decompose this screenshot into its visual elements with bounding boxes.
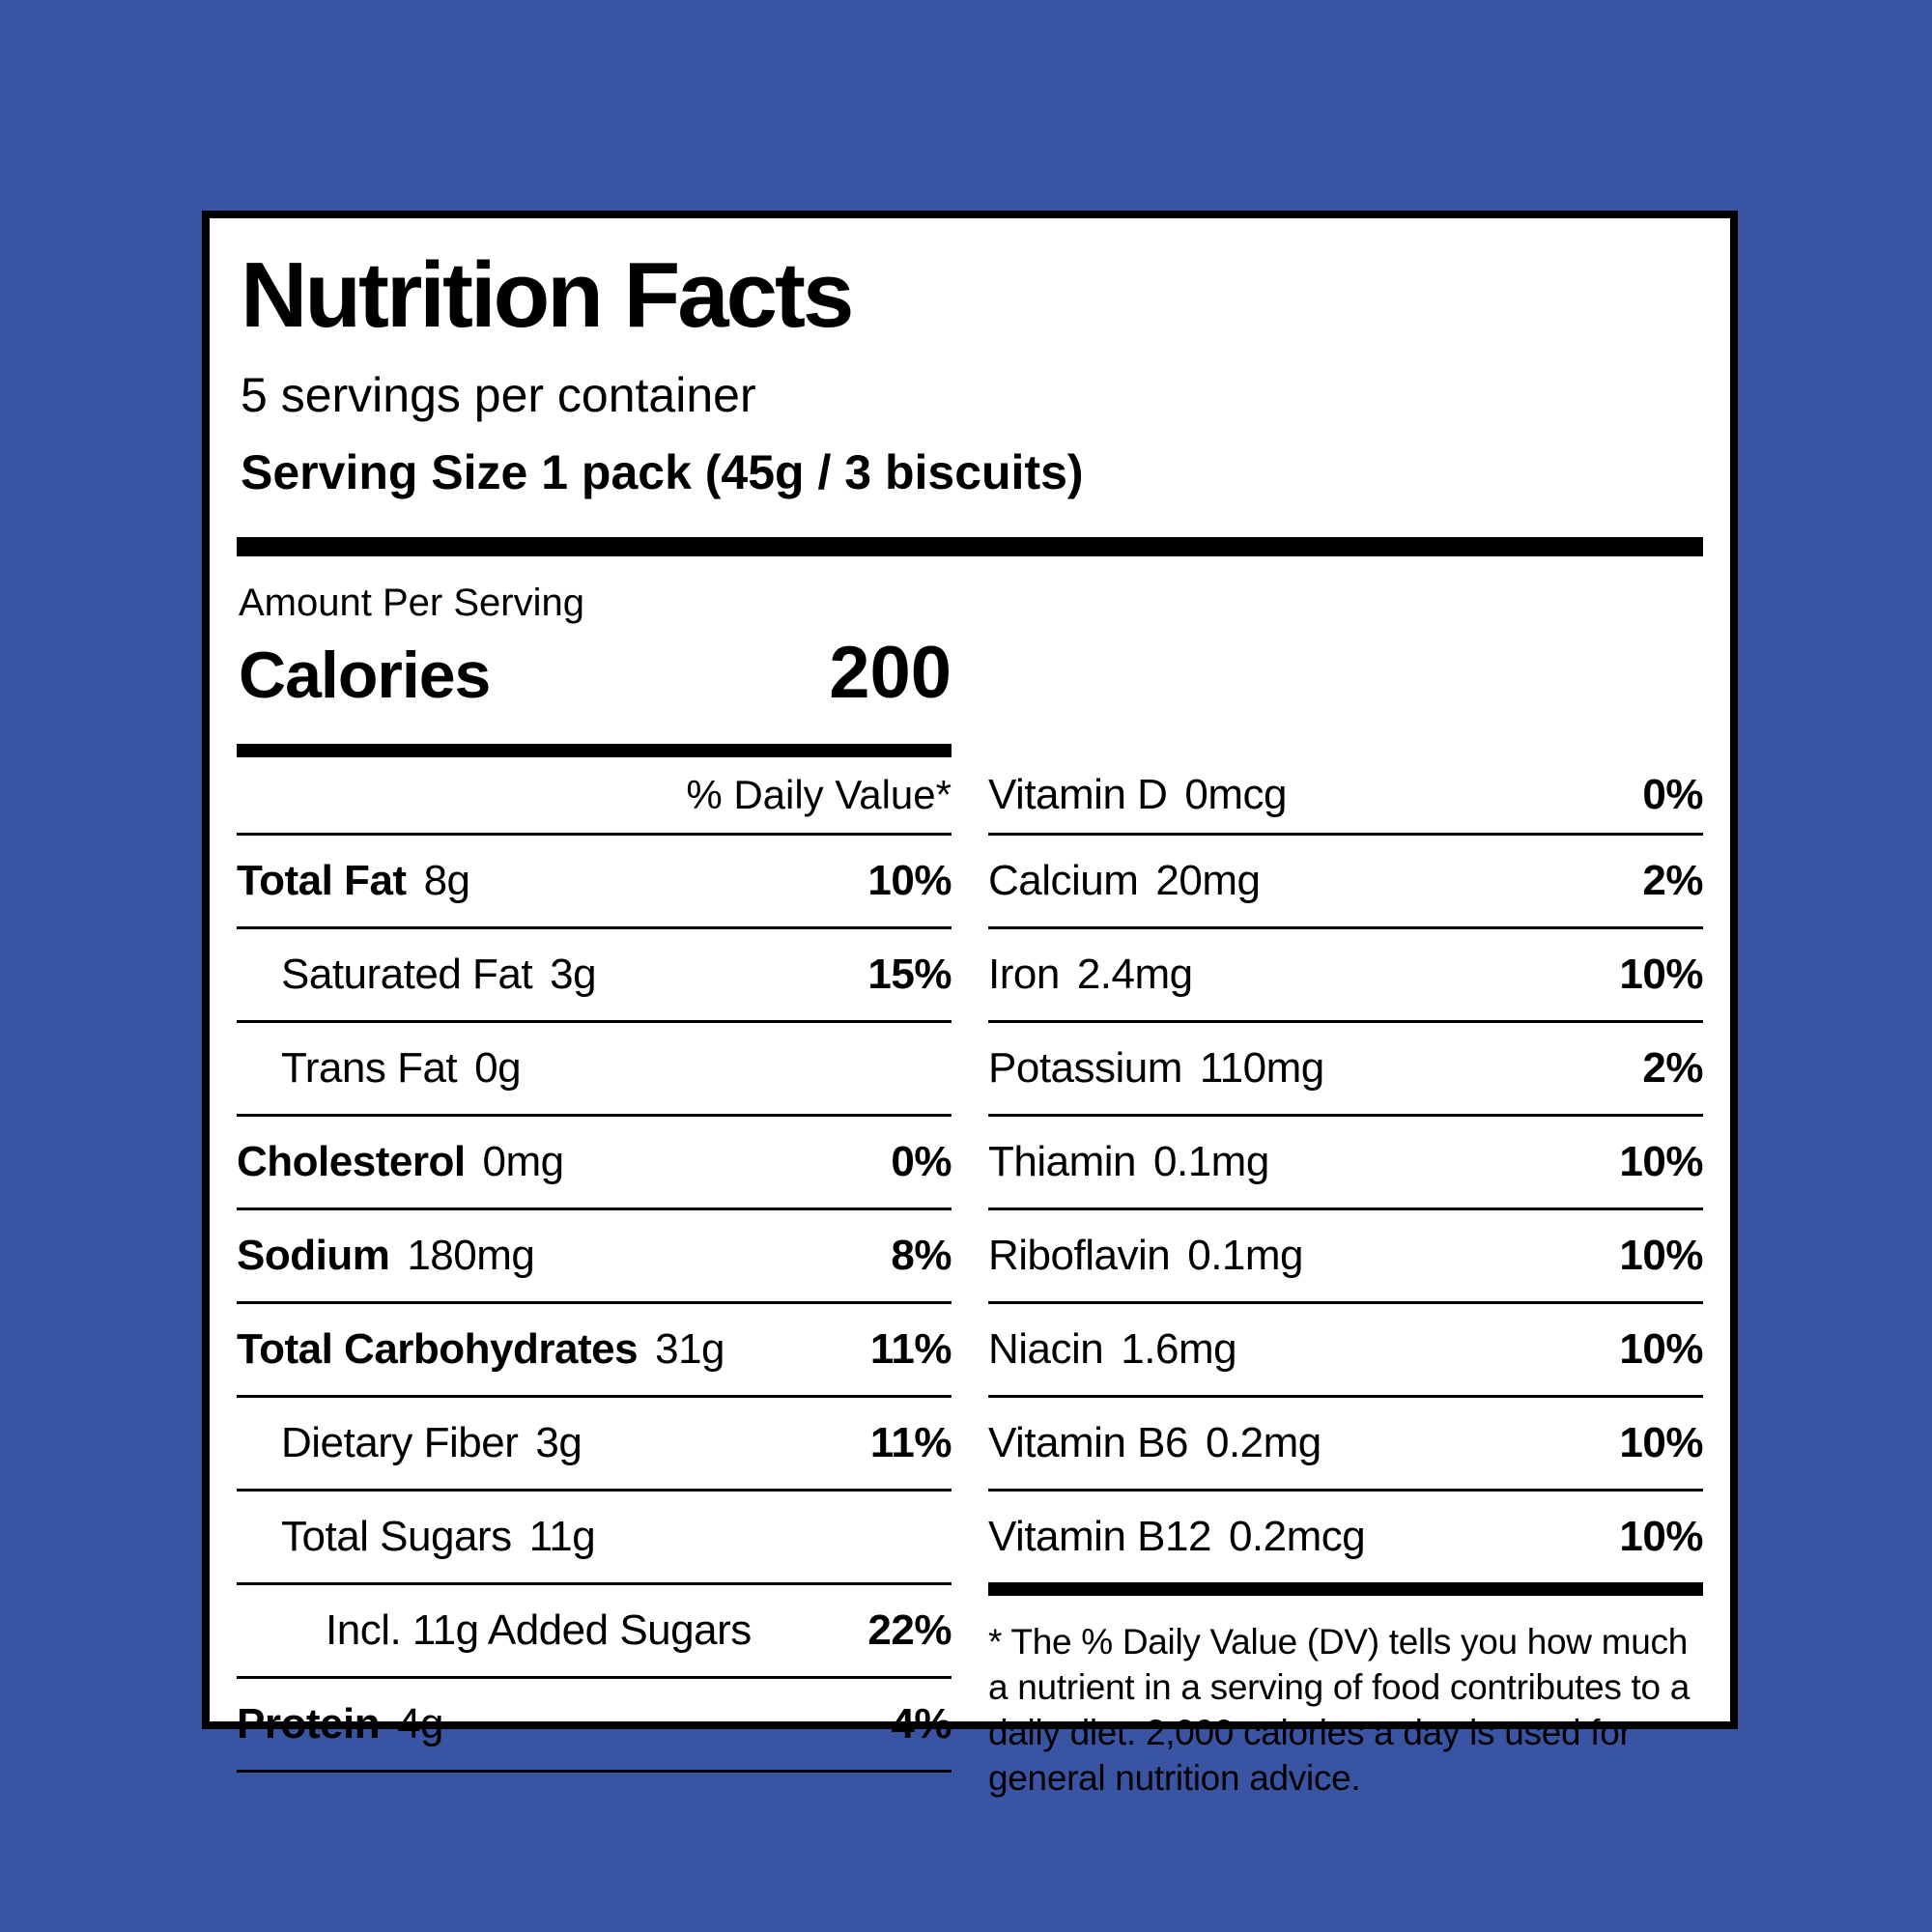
calories-section: Amount Per Serving Calories 200	[237, 582, 952, 757]
nutrients-column-right: Vitamin D 0mcg 0% Calcium 20mg 2% Iron	[988, 757, 1703, 1801]
nutrient-label: Vitamin B6	[988, 1419, 1188, 1466]
nutrient-row-potassium: Potassium 110mg 2%	[988, 1023, 1703, 1117]
nutrient-percent: 2%	[1642, 857, 1703, 904]
nutrient-label: Calcium	[988, 857, 1139, 904]
nutrient-value: 11g	[528, 1513, 596, 1560]
nutrient-row-protein: Protein 4g 4%	[237, 1679, 952, 1773]
nutrient-value: 1.6mg	[1121, 1325, 1237, 1373]
nutrient-percent: 10%	[1619, 1138, 1703, 1185]
nutrient-percent: 4%	[891, 1700, 952, 1747]
nutrient-label: Sodium	[237, 1232, 390, 1279]
nutrient-row-thiamin: Thiamin 0.1mg 10%	[988, 1117, 1703, 1210]
nutrient-row-added-sugars: Incl. 11g Added Sugars 22%	[237, 1585, 952, 1679]
nutrient-percent: 22%	[867, 1606, 952, 1654]
nutrient-row-total-fat: Total Fat 8g 10%	[237, 836, 952, 929]
nutrient-label: Incl. 11g Added Sugars	[326, 1606, 752, 1654]
nutrient-label: Potassium	[988, 1044, 1182, 1092]
calories-label: Calories	[239, 639, 491, 712]
nutrient-percent: 15%	[867, 951, 952, 998]
nutrient-label: Thiamin	[988, 1138, 1137, 1185]
nutrient-row-niacin: Niacin 1.6mg 10%	[988, 1304, 1703, 1398]
daily-value-header: % Daily Value*	[237, 757, 952, 836]
nutrient-value: 2.4mg	[1076, 951, 1193, 998]
nutrient-row-vitamin-b12: Vitamin B12 0.2mcg 10%	[988, 1492, 1703, 1596]
nutrient-percent: 11%	[869, 1419, 952, 1466]
nutrient-row-saturated-fat: Saturated Fat 3g 15%	[237, 929, 952, 1023]
nutrient-value: 0g	[474, 1044, 522, 1092]
calories-row: Calories 200	[239, 631, 952, 715]
amount-per-serving-label: Amount Per Serving	[239, 582, 584, 624]
nutrient-row-sodium: Sodium 180mg 8%	[237, 1210, 952, 1304]
nutrient-value: 4g	[397, 1700, 444, 1747]
nutrient-row-riboflavin: Riboflavin 0.1mg 10%	[988, 1210, 1703, 1304]
divider-thick-calories	[237, 744, 952, 757]
nutrient-percent: 0%	[1642, 771, 1703, 818]
nutrient-percent: 10%	[1619, 1513, 1703, 1560]
nutrient-label: Saturated Fat	[281, 951, 533, 998]
nutrient-label: Vitamin B12	[988, 1513, 1211, 1560]
daily-value-footnote: * The % Daily Value (DV) tells you how m…	[988, 1622, 1690, 1798]
nutrient-percent: 10%	[1619, 1232, 1703, 1279]
nutrient-value: 180mg	[407, 1232, 535, 1279]
nutrient-row-vitamin-d: Vitamin D 0mcg 0%	[988, 757, 1703, 836]
nutrient-label: Protein	[237, 1700, 381, 1747]
nutrient-value: 8g	[423, 857, 470, 904]
nutrient-row-trans-fat: Trans Fat 0g	[237, 1023, 952, 1117]
daily-value-header-label: % Daily Value*	[686, 772, 952, 817]
nutrient-percent: 0%	[891, 1138, 952, 1185]
nutrient-value: 3g	[550, 951, 597, 998]
nutrient-percent: 10%	[1619, 1419, 1703, 1466]
divider-thick-top	[237, 537, 1703, 556]
nutrition-facts-title: Nutrition Facts	[241, 243, 854, 347]
nutrient-row-dietary-fiber: Dietary Fiber 3g 11%	[237, 1398, 952, 1492]
nutrient-row-total-carbohydrates: Total Carbohydrates 31g 11%	[237, 1304, 952, 1398]
nutrient-value: 0mcg	[1184, 771, 1288, 818]
nutrient-row-vitamin-b6: Vitamin B6 0.2mg 10%	[988, 1398, 1703, 1492]
nutrient-label: Trans Fat	[281, 1044, 458, 1092]
nutrient-value: 0.2mg	[1205, 1419, 1321, 1466]
nutrient-value: 20mg	[1155, 857, 1261, 904]
nutrient-value: 31g	[655, 1325, 725, 1373]
nutrient-value: 0.1mg	[1187, 1232, 1304, 1279]
nutrient-label: Niacin	[988, 1325, 1104, 1373]
nutrients-column-left: % Daily Value* Total Fat 8g 10% Saturate…	[237, 757, 952, 1801]
nutrient-label: Total Sugars	[281, 1513, 512, 1560]
nutrient-row-cholesterol: Cholesterol 0mg 0%	[237, 1117, 952, 1210]
nutrient-percent: 10%	[1619, 951, 1703, 998]
nutrient-percent: 10%	[1619, 1325, 1703, 1373]
nutrient-percent: 2%	[1642, 1044, 1703, 1092]
nutrient-percent: 11%	[869, 1325, 952, 1373]
calories-value: 200	[829, 632, 952, 714]
nutrient-percent: 10%	[867, 857, 952, 904]
nutrition-label-panel: Nutrition Facts 5 servings per container…	[202, 211, 1738, 1798]
nutrient-label: Riboflavin	[988, 1232, 1171, 1279]
nutrient-value: 3g	[535, 1419, 582, 1466]
nutrient-value: 0.2mcg	[1228, 1513, 1366, 1560]
servings-per-container: 5 servings per container	[241, 368, 756, 422]
nutrient-label: Vitamin D	[988, 771, 1168, 818]
nutrient-percent: 8%	[891, 1232, 952, 1279]
nutrient-label: Total Carbohydrates	[237, 1325, 639, 1373]
nutrient-row-total-sugars: Total Sugars 11g	[237, 1492, 952, 1585]
nutrient-label: Iron	[988, 951, 1060, 998]
nutrient-value: 0.1mg	[1153, 1138, 1269, 1185]
nutrient-value: 110mg	[1199, 1044, 1324, 1092]
nutrient-value: 0mg	[482, 1138, 565, 1185]
nutrient-row-calcium: Calcium 20mg 2%	[988, 836, 1703, 929]
serving-size: Serving Size 1 pack (45g / 3 biscuits)	[241, 445, 1084, 499]
nutrients-grid: % Daily Value* Total Fat 8g 10% Saturate…	[237, 757, 1703, 1801]
nutrient-label: Total Fat	[237, 857, 407, 904]
nutrient-row-iron: Iron 2.4mg 10%	[988, 929, 1703, 1023]
nutrient-label: Dietary Fiber	[281, 1419, 519, 1466]
nutrient-label: Cholesterol	[237, 1138, 466, 1185]
